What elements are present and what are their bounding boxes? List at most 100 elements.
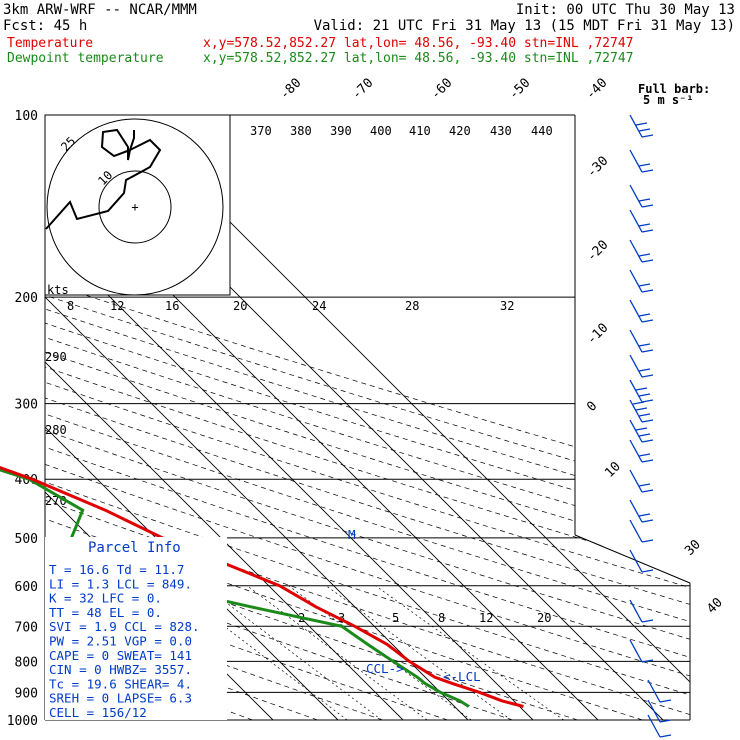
hodograph-trace <box>45 128 162 230</box>
valid-time: Valid: 21 UTC Fri 31 May 13 (15 MDT Fri … <box>314 18 735 34</box>
wind-barb-flag <box>635 407 648 411</box>
wind-barb-flag <box>638 513 651 517</box>
parcel-info-panel: Parcel Info T = 16.6 Td = 11.7LI = 1.3 L… <box>45 537 227 720</box>
parcel-info-row: CELL = 156/12 <box>49 705 147 720</box>
dewpoint-legend: Dewpoint temperature <box>7 51 164 66</box>
dry-adiabat-410 <box>45 115 690 720</box>
wind-barb-staff <box>629 599 643 623</box>
wind-barb-staff <box>629 184 643 208</box>
wind-barb-staff <box>647 679 661 703</box>
barb-legend-units: 5 m s⁻¹ <box>643 93 694 107</box>
temperature-station-info: x,y=578.52,852.27 lat,lon= 48.56, -93.40… <box>203 36 633 51</box>
wind-barb-flag <box>635 122 648 126</box>
ccl-annotation: CCL-> <box>366 661 404 676</box>
wind-barb-staff <box>629 269 643 293</box>
wind-barb-staff <box>629 499 643 523</box>
parcel-info-title: Parcel Info <box>88 540 181 556</box>
frame-right-slant <box>574 534 691 584</box>
wind-barb-flag <box>641 289 654 293</box>
isotherm-label--60: -60 <box>428 76 455 103</box>
wind-barb-flag <box>638 433 651 437</box>
theta-label-290: 290 <box>45 350 67 364</box>
isotherm-label--40: -40 <box>583 76 610 103</box>
isotherm-label--10: -10 <box>584 321 611 348</box>
wind-barb-flag <box>641 659 654 663</box>
hodograph-frame <box>44 114 231 296</box>
wind-barb-flag <box>638 253 651 257</box>
pressure-label-300: 300 <box>15 398 38 413</box>
wind-barb-flag <box>659 719 672 723</box>
wind-barb-staff <box>629 379 643 403</box>
model-title: 3km ARW-WRF -- NCAR/MMM <box>3 2 197 18</box>
speed-label-28: 28 <box>405 299 419 313</box>
mixing-label-8: 8 <box>438 611 445 625</box>
theta-label-390: 390 <box>330 124 352 138</box>
dry-adiabat-380 <box>45 115 690 720</box>
wind-barb-staff <box>629 149 643 173</box>
wind-barb-staff <box>629 239 643 263</box>
wind-barb-staff <box>647 714 661 738</box>
wind-barb-staff <box>629 399 643 423</box>
hodograph-kts-label: kts <box>47 283 69 297</box>
wind-barb-flag <box>641 489 654 493</box>
parcel-info-row: K = 32 LFC = 0. <box>49 591 162 606</box>
theta-label-430: 430 <box>490 124 512 138</box>
pressure-label-200: 200 <box>15 291 38 306</box>
wind-barb-flag <box>641 419 654 423</box>
wind-barb-staff <box>629 209 643 233</box>
wind-barb-flag <box>638 343 651 347</box>
isotherm-20 <box>45 115 534 720</box>
hodograph-ring-inner <box>98 170 172 244</box>
wind-barb-flag <box>638 483 651 487</box>
temperature-legend: Temperature <box>7 36 93 51</box>
theta-label-400: 400 <box>370 124 392 138</box>
wind-barb-staff <box>629 519 643 543</box>
wind-barb-staff <box>629 419 643 443</box>
pressure-label-600: 600 <box>15 580 38 595</box>
isotherm-label--20: -20 <box>584 238 611 265</box>
wind-barb-flag <box>632 401 645 405</box>
dry-adiabat-450 <box>45 115 690 720</box>
isotherm--60 <box>0 115 13 720</box>
pressure-label-500: 500 <box>15 532 38 547</box>
isotherm-label-0: 0 <box>584 399 600 415</box>
isotherm-label--50: -50 <box>506 76 533 103</box>
wind-barb-flag <box>641 619 654 623</box>
isotherm-label--30: -30 <box>584 154 611 181</box>
wind-barb-flag <box>638 223 651 227</box>
init-time: Init: 00 UTC Thu 30 May 13 <box>516 2 735 18</box>
wind-barb-flag <box>641 134 654 138</box>
hodograph-center-icon: + <box>131 200 138 214</box>
mixing-ratio-3 <box>203 585 382 720</box>
theta-labels: 370 380 390 400 410 420 430 440 290 280 … <box>45 124 553 508</box>
speed-label-24: 24 <box>312 299 326 313</box>
wind-barb-staff <box>629 439 643 463</box>
wind-barb-flag <box>659 734 672 738</box>
isotherm-10 <box>45 115 469 720</box>
dry-adiabat-440 <box>45 115 690 720</box>
wind-barb-flag <box>641 229 654 233</box>
wind-barb-staff <box>629 354 643 378</box>
theta-label-380: 380 <box>290 124 312 138</box>
isotherm-labels: -80 -70 -60 -50 -40 -30 -20 -10 0 10 30 40 <box>277 76 726 617</box>
isotherm-label-30: 30 <box>682 537 704 559</box>
parcel-info-row: SVI = 1.9 CCL = 828. <box>49 619 200 634</box>
dry-adiabat-390 <box>45 115 690 720</box>
dry-adiabat-330 <box>45 115 690 720</box>
wind-barb-flag <box>641 259 654 263</box>
isotherm-label--80: -80 <box>277 76 304 103</box>
wind-barb-flag <box>635 427 648 431</box>
speed-label-20: 20 <box>233 299 247 313</box>
wind-barb-flag <box>641 374 654 378</box>
wind-barb-flag <box>641 459 654 463</box>
mixing-label-5: 5 <box>392 611 399 625</box>
wind-barb-flag <box>641 569 654 573</box>
pressure-label-100: 100 <box>15 109 38 124</box>
wind-barb-staff <box>629 299 643 323</box>
wind-barb-flag <box>638 393 651 397</box>
mixing-label-12: 12 <box>479 611 493 625</box>
parcel-marker: M <box>348 527 356 542</box>
pressure-label-800: 800 <box>15 655 38 670</box>
